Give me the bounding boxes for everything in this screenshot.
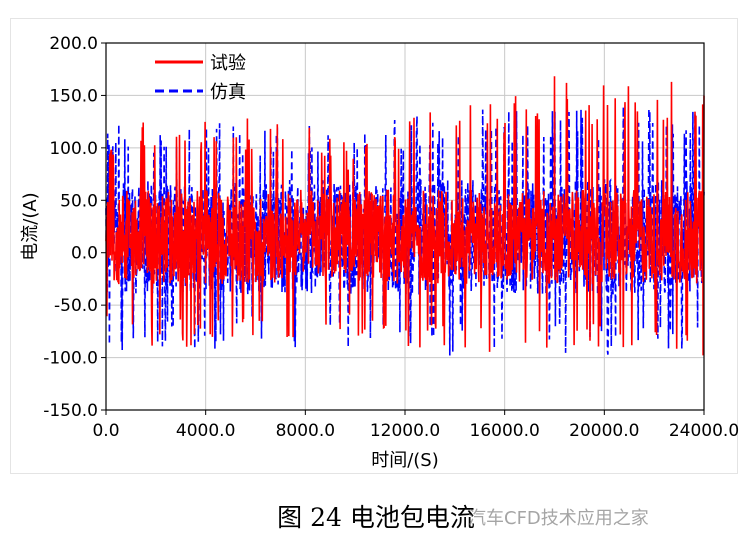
y-tick-label: 200.0 <box>49 34 98 54</box>
y-axis-label: 电流/(A) <box>20 192 41 260</box>
y-tick-label: 50.0 <box>60 191 98 211</box>
x-tick-label: 20000.0 <box>569 421 639 441</box>
legend: 试验 仿真 <box>155 53 246 103</box>
x-tick-label: 12000.0 <box>370 421 440 441</box>
y-tick-label: -100.0 <box>43 349 98 369</box>
x-tick-label: 8000.0 <box>276 421 335 441</box>
legend-label-sim: 仿真 <box>210 82 246 103</box>
y-tick-label: 0.0 <box>71 244 98 264</box>
y-tick-label: -150.0 <box>43 401 98 421</box>
tick-layer: 0.0 4000.0 8000.0 12000.0 16000.0 20000.0 2400… <box>43 34 739 441</box>
x-tick-label: 4000.0 <box>176 421 235 441</box>
figure-caption: 图 24 电池包电流 <box>277 503 475 532</box>
chart-frame <box>10 18 738 474</box>
battery-current-chart: 0.0 4000.0 8000.0 12000.0 16000.0 20000.0 2400… <box>20 34 739 471</box>
y-tick-label: 150.0 <box>49 86 98 106</box>
x-tick-label: 0.0 <box>92 421 119 441</box>
watermark: 汽车CFD技术应用之家 <box>468 508 649 529</box>
x-axis-label: 时间/(S) <box>371 450 439 471</box>
series-line-test <box>105 76 705 356</box>
legend-label-test: 试验 <box>210 53 246 74</box>
x-tick-label: 16000.0 <box>470 421 540 441</box>
y-tick-label: -50.0 <box>54 296 98 316</box>
series-layer <box>105 76 705 356</box>
y-tick-label: 100.0 <box>49 139 98 159</box>
x-tick-label: 24000.0 <box>669 421 739 441</box>
